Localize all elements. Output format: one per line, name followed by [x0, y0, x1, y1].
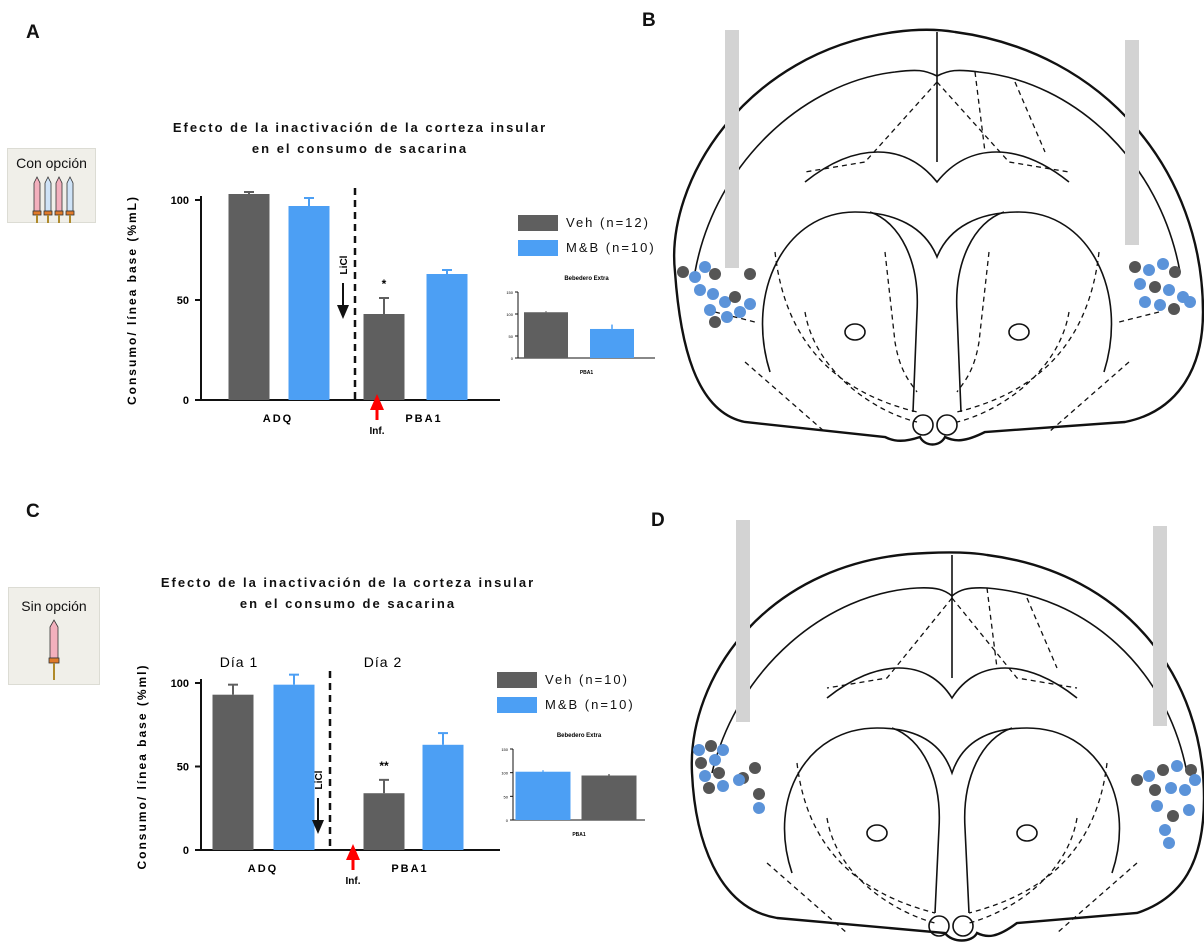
bar: [423, 745, 464, 850]
bar: [289, 206, 330, 400]
inset-y-tick-label: 50: [504, 794, 509, 799]
sin-opcion-icon-box: Sin opción: [8, 587, 100, 685]
bar: [274, 685, 315, 850]
inset-y-tick-label: 0: [511, 356, 514, 361]
inset-title: Bebedero Extra: [564, 276, 609, 282]
panel-letter-a: A: [26, 22, 40, 44]
inset-x-label: PBA1: [580, 370, 594, 376]
licl-label: LiCl: [314, 770, 325, 789]
significance-label: **: [379, 759, 389, 773]
legend-c-mb-label: M&B (n=10): [545, 697, 635, 712]
legend-c-mb-swatch: [497, 697, 537, 713]
x-tick-label: ADQ: [263, 413, 293, 425]
y-tick-label: 50: [177, 295, 189, 307]
licl-arrow-head: [337, 305, 349, 319]
panel-letter-d: D: [651, 510, 665, 532]
legend-c-veh-swatch: [497, 672, 537, 688]
chart-a-title-line1: Efecto de la inactivación de la corteza …: [110, 117, 610, 138]
group-label: Día 2: [364, 654, 402, 670]
four-tubes-icon: [8, 175, 95, 225]
panel-letter-c: C: [26, 501, 40, 523]
brain-b-outline: [674, 30, 1203, 445]
inset-y-tick-label: 0: [506, 818, 509, 823]
chart-c-inset: Bebedero Extra 0 50 100 150 PBA1: [480, 720, 650, 860]
inset-x-label: PBA1: [572, 832, 586, 838]
bar: [229, 194, 270, 400]
bar: [213, 695, 254, 850]
inset-bar: [516, 772, 571, 820]
inset-y-tick-label: 100: [501, 771, 508, 776]
chart-c-main: 0 50 100 Consumo/ línea base (%ml) ADQ PBA1 **…: [120, 635, 500, 935]
inset-title: Bebedero Extra: [557, 733, 602, 739]
bar: [364, 793, 405, 850]
chart-a-title: Efecto de la inactivación de la corteza …: [110, 117, 610, 159]
chart-a-inset: Bebedero Extra 0 50 100 150 PBA1: [495, 270, 665, 410]
licl-label: LiCl: [339, 255, 350, 274]
inset-y-tick-label: 150: [506, 290, 513, 295]
y-axis-label: Consumo/ línea base (%mL): [125, 195, 139, 405]
inset-bar: [524, 312, 568, 358]
bar: [364, 314, 405, 400]
x-tick-label: ADQ: [248, 863, 278, 875]
x-tick-label: PBA1: [391, 863, 428, 875]
legend-a-veh-label: Veh (n=12): [566, 215, 650, 230]
legend-c-veh-label: Veh (n=10): [545, 672, 629, 687]
legend-a-mb-label: M&B (n=10): [566, 240, 656, 255]
sin-opcion-label: Sin opción: [9, 598, 99, 614]
significance-label: *: [382, 277, 387, 291]
bar: [427, 274, 468, 400]
brain-section-d: [687, 518, 1204, 943]
chart-a-title-line2: en el consumo de sacarina: [110, 138, 610, 159]
chart-c-title-line1: Efecto de la inactivación de la corteza …: [98, 572, 598, 593]
x-tick-label: PBA1: [405, 413, 442, 425]
brain-section-b: [655, 12, 1204, 452]
legend-a-veh-swatch: [518, 215, 558, 231]
inset-y-tick-label: 50: [509, 334, 514, 339]
legend-a: Veh (n=12) M&B (n=10): [518, 210, 656, 260]
inset-y-tick-label: 100: [506, 312, 513, 317]
y-axis-label: Consumo/ línea base (%ml): [135, 663, 149, 869]
y-tick-label: 50: [177, 762, 189, 774]
single-tube-icon: [9, 618, 99, 686]
legend-a-mb-swatch: [518, 240, 558, 256]
y-tick-label: 100: [171, 195, 189, 207]
infusion-label: Inf.: [346, 876, 361, 887]
chart-c-title: Efecto de la inactivación de la corteza …: [98, 572, 598, 614]
y-tick-label: 100: [171, 678, 189, 690]
infusion-arrow-head: [346, 844, 360, 860]
chart-a-main: 0 50 100 Consumo/ línea base (%mL) ADQ PBA1 * L…: [110, 165, 500, 445]
panel-letter-b: B: [642, 10, 656, 32]
legend-c: Veh (n=10) M&B (n=10): [497, 667, 635, 717]
inset-bar: [582, 776, 637, 820]
infusion-label: Inf.: [370, 426, 385, 437]
y-tick-label: 0: [183, 395, 189, 407]
inset-bar: [590, 329, 634, 358]
con-opcion-icon-box: Con opción: [7, 148, 96, 223]
y-tick-label: 0: [183, 845, 189, 857]
inset-y-tick-label: 150: [501, 747, 508, 752]
con-opcion-label: Con opción: [8, 155, 95, 171]
group-label: Día 1: [220, 654, 258, 670]
chart-c-title-line2: en el consumo de sacarina: [98, 593, 598, 614]
